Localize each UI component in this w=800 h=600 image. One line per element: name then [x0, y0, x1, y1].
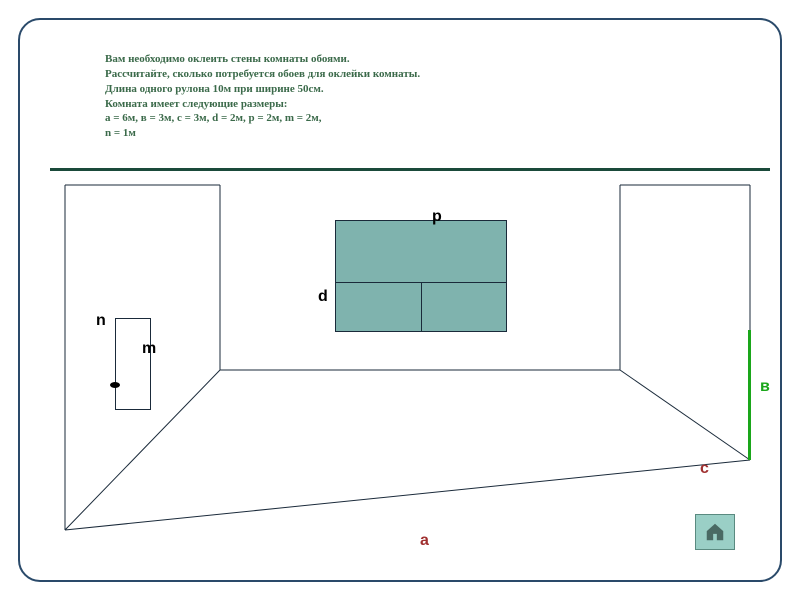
slide-frame: Вам необходимо оклеить стены комнаты обо… [18, 18, 782, 582]
window-mullion-v [421, 282, 422, 332]
edge-b-highlight [748, 330, 751, 460]
label-c: c [700, 460, 709, 478]
label-m: m [142, 340, 156, 358]
label-n: n [96, 312, 106, 330]
home-icon [704, 521, 726, 543]
door-knob [110, 382, 120, 388]
door [115, 318, 151, 410]
window [335, 220, 507, 332]
label-a: a [420, 532, 429, 550]
home-button[interactable] [695, 514, 735, 550]
label-d: d [318, 288, 328, 306]
label-p: p [432, 208, 442, 226]
label-b: в [760, 378, 770, 396]
